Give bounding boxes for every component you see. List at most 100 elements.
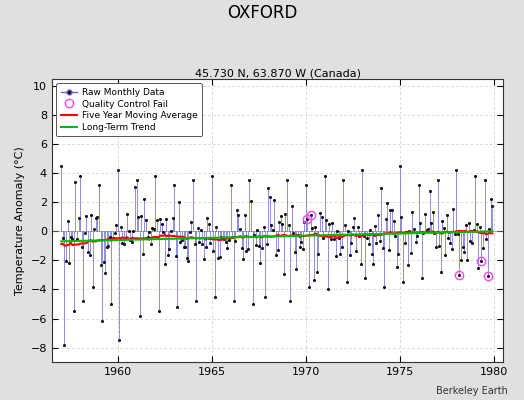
Point <box>364 241 373 248</box>
Point <box>261 294 269 300</box>
Point <box>128 239 136 245</box>
Point <box>170 182 178 188</box>
Point <box>347 240 355 246</box>
Point <box>134 214 143 220</box>
Point <box>278 220 287 227</box>
Point <box>78 244 86 250</box>
Point <box>256 260 265 266</box>
Point <box>74 215 83 222</box>
Point <box>441 252 450 258</box>
Point <box>226 182 235 188</box>
Point <box>68 236 77 242</box>
Point <box>352 248 360 254</box>
Point <box>137 213 146 219</box>
Point <box>438 217 446 224</box>
Point <box>308 225 316 232</box>
Point <box>84 249 92 255</box>
Point <box>81 230 89 236</box>
Point <box>162 216 170 222</box>
Point <box>150 226 158 232</box>
Point <box>432 244 440 250</box>
Point <box>292 266 301 272</box>
Point <box>156 216 164 222</box>
Point <box>419 230 428 236</box>
Point <box>331 252 340 259</box>
Point <box>111 230 119 236</box>
Point <box>220 236 228 242</box>
Point <box>90 226 99 232</box>
Point <box>122 235 130 241</box>
Point <box>109 235 117 242</box>
Point <box>418 275 426 281</box>
Point <box>239 256 247 262</box>
Text: Berkeley Earth: Berkeley Earth <box>436 386 508 396</box>
Point <box>353 224 362 230</box>
Point <box>89 283 97 290</box>
Point <box>422 227 431 234</box>
Point <box>485 226 494 232</box>
Point <box>466 238 475 244</box>
Point <box>447 245 456 252</box>
Point <box>82 213 91 220</box>
Point <box>103 244 111 251</box>
Point <box>187 219 195 225</box>
Point <box>488 203 497 209</box>
Point <box>413 233 421 239</box>
Point <box>223 245 232 251</box>
Point <box>173 304 181 310</box>
Point <box>394 251 402 257</box>
Point <box>322 217 331 223</box>
Point <box>174 199 183 206</box>
Point <box>367 251 376 257</box>
Point <box>96 262 105 268</box>
Point <box>274 247 282 253</box>
Point <box>225 237 233 243</box>
Point <box>302 182 310 188</box>
Point <box>154 308 162 314</box>
Point <box>140 196 149 202</box>
Point <box>277 213 285 219</box>
Point <box>427 219 435 226</box>
Point <box>337 244 346 250</box>
Point <box>465 220 473 226</box>
Point <box>228 234 236 240</box>
Point <box>300 218 309 225</box>
Point <box>444 235 453 241</box>
Point <box>241 212 249 218</box>
Point <box>481 177 489 184</box>
Point <box>310 276 318 283</box>
Point <box>189 177 197 184</box>
Point <box>157 221 166 228</box>
Point <box>458 244 467 250</box>
Point <box>214 254 222 261</box>
Point <box>361 275 369 281</box>
Point <box>299 245 307 252</box>
Point <box>195 239 203 245</box>
Point <box>182 255 191 261</box>
Point <box>112 222 121 228</box>
Point <box>433 177 442 184</box>
Point <box>334 235 343 241</box>
Point <box>193 225 202 232</box>
Point <box>215 254 224 260</box>
Point <box>203 214 211 221</box>
Point <box>436 269 445 275</box>
Point <box>70 308 78 314</box>
Point <box>209 248 217 254</box>
Point <box>405 227 413 234</box>
Point <box>57 163 66 169</box>
Point <box>378 244 387 251</box>
Point <box>473 221 481 228</box>
Point <box>190 240 199 247</box>
Point <box>211 294 219 300</box>
Point <box>171 252 180 259</box>
Point <box>185 229 194 236</box>
Point <box>184 258 192 264</box>
Point <box>165 246 173 252</box>
Point <box>136 312 144 319</box>
Point <box>285 222 293 228</box>
Point <box>396 163 404 169</box>
Point <box>139 251 147 257</box>
Point <box>206 240 214 247</box>
Point <box>407 250 415 256</box>
